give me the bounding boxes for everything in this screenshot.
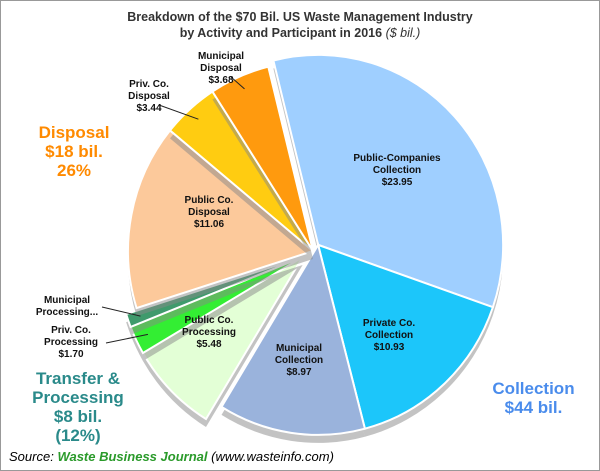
value-label: $5.48 — [196, 339, 222, 350]
leader-line — [101, 306, 141, 317]
annotation-line: 26% — [56, 161, 92, 180]
category-label: Public Co. Processing — [182, 315, 236, 338]
annotation-line: $18 bil. — [45, 142, 103, 161]
group-annotation: Collection $44 bil. — [471, 379, 596, 417]
slice-label: Private Co. Collection $10.93 — [349, 318, 429, 354]
value-label: $8.97 — [286, 367, 312, 378]
title-line: Breakdown of the $70 Bil. US Waste Manag… — [127, 10, 473, 24]
slice — [316, 243, 495, 430]
title: Breakdown of the $70 Bil. US Waste Manag… — [1, 9, 599, 41]
group-annotation: Transfer & Processing $8 bil. (12%) — [23, 369, 133, 445]
annotation-line: Processing — [32, 388, 124, 407]
slice-label: Public-Companies Collection $23.95 — [342, 153, 452, 189]
category-label: Public-Companies Collection — [353, 153, 441, 176]
leader-line — [230, 76, 245, 90]
annotation-line: $8 bil. — [53, 407, 103, 426]
slice — [272, 53, 505, 309]
annotation-line: Transfer & — [35, 369, 121, 388]
value-label: $10.93 — [373, 342, 405, 353]
slice-label: Public Co. Disposal $11.06 — [169, 195, 249, 231]
slice-label: Municipal Processing... — [27, 295, 107, 319]
value-label: $3.44 — [136, 103, 162, 114]
leader-line — [105, 333, 149, 344]
category-label: Municipal Disposal — [197, 51, 245, 74]
annotation-line: (12%) — [55, 426, 101, 445]
slice-label: Public Co. Processing $5.48 — [169, 315, 249, 351]
leader-line — [158, 104, 199, 120]
source: Source: Waste Business Journal (www.wast… — [9, 449, 334, 464]
slice — [220, 242, 367, 436]
category-label: Municipal Collection — [274, 343, 324, 366]
title-line: by Activity and Participant in 2016 ($ b… — [1, 25, 599, 41]
title-text: by Activity and Participant in 2016 — [179, 26, 383, 40]
source-url: (www.wasteinfo.com) — [211, 449, 334, 464]
title-unit: ($ bil.) — [385, 26, 421, 40]
value-label: $11.06 — [193, 219, 225, 230]
source-label: Source: — [9, 449, 54, 464]
category-label: Priv. Co. Processing — [44, 325, 98, 348]
annotation-line: $44 bil. — [504, 398, 563, 417]
slice-label: Municipal Disposal $3.68 — [181, 51, 261, 87]
slice-label: Priv. Co. Processing $1.70 — [31, 325, 111, 361]
category-label: Public Co. Disposal — [184, 195, 234, 218]
slice-label: Municipal Collection $8.97 — [259, 343, 339, 379]
value-label: $1.70 — [58, 349, 84, 360]
slice-rim — [130, 265, 303, 361]
category-label: Municipal Processing... — [35, 295, 99, 318]
slice — [127, 129, 316, 310]
slice-rim — [126, 265, 303, 335]
group-annotation: Disposal $18 bil. 26% — [19, 123, 129, 180]
source-name: Waste Business Journal — [57, 449, 208, 464]
value-label: $23.95 — [381, 177, 413, 188]
slice — [211, 65, 314, 252]
category-label: Private Co. Collection — [362, 318, 416, 341]
slice-label: Priv. Co. Disposal $3.44 — [109, 79, 189, 115]
value-label: $3.68 — [208, 75, 234, 86]
annotation-line: Disposal — [38, 123, 110, 142]
category-label: Priv. Co. Disposal — [128, 79, 170, 102]
annotation-line: Collection — [492, 379, 575, 398]
